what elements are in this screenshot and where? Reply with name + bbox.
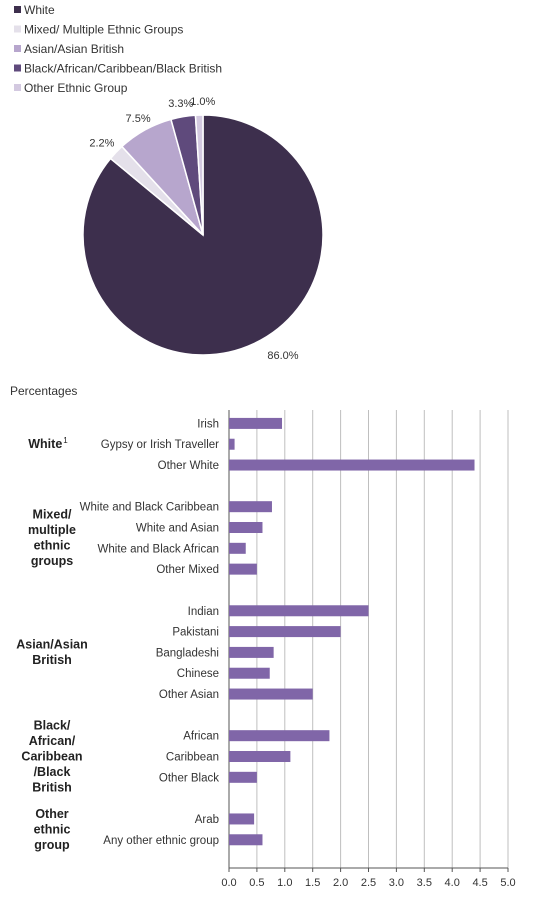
y-tick-label: Arab bbox=[195, 814, 219, 826]
bar bbox=[229, 667, 270, 679]
x-tick-label: 0.5 bbox=[249, 877, 264, 889]
x-tick-label: 5.0 bbox=[500, 877, 515, 889]
legend-label: White bbox=[24, 3, 55, 17]
y-tick-label: Any other ethnic group bbox=[103, 835, 219, 847]
y-tick-label: White and Black African bbox=[98, 543, 219, 555]
legend-label: Black/African/Caribbean/Black British bbox=[24, 62, 222, 76]
group-label: Other ethnic group bbox=[34, 807, 71, 852]
x-tick-label: 1.5 bbox=[305, 877, 320, 889]
pie-chart: 86.0% 2.2% 7.5% 3.3%1.0% bbox=[82, 96, 324, 362]
y-tick-label: Other Black bbox=[159, 772, 219, 784]
y-tick-label: African bbox=[183, 731, 219, 743]
bar bbox=[229, 813, 255, 825]
bar bbox=[229, 417, 283, 429]
y-tick-label: Gypsy or Irish Traveller bbox=[101, 439, 219, 451]
legend-swatch bbox=[14, 64, 21, 72]
y-tick-label: White and Asian bbox=[136, 523, 219, 535]
legend-swatch bbox=[14, 6, 21, 13]
y-tick-label: Indian bbox=[188, 606, 219, 618]
bar bbox=[229, 563, 257, 575]
legend-label: Asian/Asian British bbox=[24, 42, 124, 56]
bar bbox=[229, 751, 291, 762]
y-tick-label: Bangladeshi bbox=[156, 647, 219, 659]
bar bbox=[229, 688, 313, 700]
bar bbox=[229, 771, 257, 783]
legend-swatch bbox=[14, 45, 21, 52]
x-tick-label: 0.0 bbox=[221, 877, 236, 889]
pie-data-label: 2.2% bbox=[89, 138, 114, 150]
bar-chart-ylabel: Percentages bbox=[10, 384, 77, 398]
x-tick-label: 1.0 bbox=[277, 877, 292, 889]
group-label: Mixed/multiple ethnic groups bbox=[28, 508, 76, 569]
bar bbox=[229, 542, 246, 554]
y-tick-label: Caribbean bbox=[166, 752, 219, 764]
bar bbox=[229, 501, 272, 513]
pie-slice bbox=[194, 114, 204, 236]
x-tick-label: 2.0 bbox=[333, 877, 348, 889]
y-tick-label: Other Mixed bbox=[156, 564, 219, 576]
y-tick-label: Other Asian bbox=[159, 689, 219, 701]
x-tick-label: 3.5 bbox=[417, 877, 432, 889]
pie-data-label: 3.3% bbox=[168, 98, 193, 110]
x-tick-label: 4.5 bbox=[472, 877, 487, 889]
pie-data-label: 7.5% bbox=[126, 113, 151, 125]
pie-legend: White Mixed/ Multiple Ethnic Groups Asian/… bbox=[14, 3, 222, 95]
group-label: Asian/Asian British bbox=[16, 638, 88, 668]
bar-chart: 0.0 0.5 1.0 1.5 2.0 2.5 3.0 3.5 4.0 4.5 5.0 Irish Gy… bbox=[16, 410, 516, 889]
legend-swatch bbox=[14, 25, 21, 33]
legend-label: Other Ethnic Group bbox=[24, 81, 128, 95]
bar bbox=[229, 646, 274, 658]
bar bbox=[229, 730, 330, 742]
group-label: Black/African/Caribbean/Black British bbox=[21, 719, 82, 795]
legend-label: Mixed/ Multiple Ethnic Groups bbox=[24, 23, 183, 37]
group-label: White1 bbox=[28, 436, 68, 451]
bar bbox=[229, 522, 263, 533]
y-tick-label: Other White bbox=[158, 460, 219, 472]
pie-data-label: 86.0% bbox=[267, 350, 298, 362]
y-tick-label: Chinese bbox=[177, 668, 219, 680]
x-tick-label: 2.5 bbox=[361, 877, 376, 889]
y-tick-label: White and Black Caribbean bbox=[80, 502, 219, 514]
y-tick-label: Pakistani bbox=[172, 627, 219, 639]
legend-swatch bbox=[14, 84, 21, 91]
pie-data-label: 1.0% bbox=[190, 96, 215, 108]
x-tick-label: 3.0 bbox=[389, 877, 404, 889]
bar bbox=[229, 459, 475, 471]
y-tick-label: Irish bbox=[197, 418, 219, 430]
bar bbox=[229, 626, 341, 638]
bar bbox=[229, 605, 369, 617]
bar bbox=[229, 438, 235, 450]
x-tick-label: 4.0 bbox=[445, 877, 460, 889]
bar bbox=[229, 834, 263, 846]
